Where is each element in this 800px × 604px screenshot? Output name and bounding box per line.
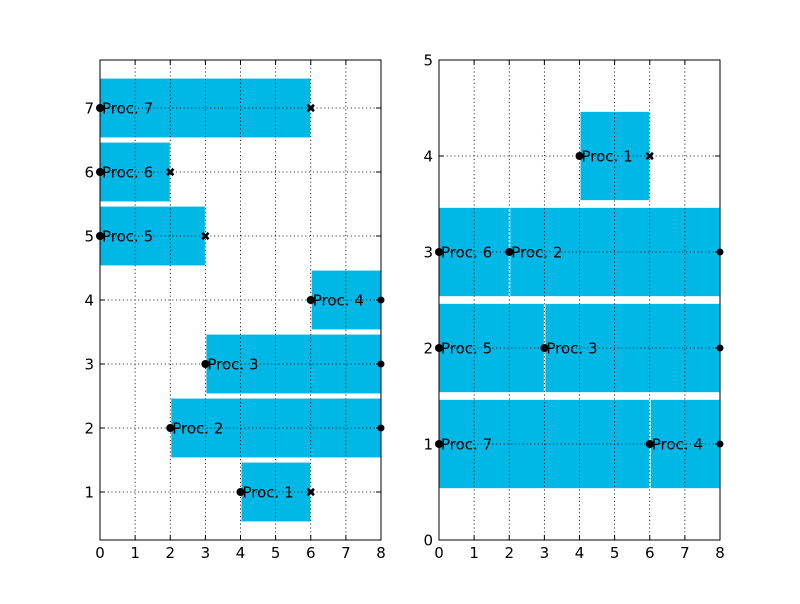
bar-label: Proc. 2 xyxy=(172,420,223,438)
end-marker-dot xyxy=(377,424,385,432)
left-gantt-panel: 0 1 2 3 4 5 6 7 8 1 2 3 4 5 6 7 Proc. 1 Proc. 2 Proc. 3 Pro… xyxy=(84,59,386,562)
start-marker xyxy=(505,248,514,256)
start-marker xyxy=(435,344,443,352)
start-marker xyxy=(201,360,210,368)
y-tick-label: 0 xyxy=(423,532,433,550)
y-tick-label: 4 xyxy=(84,292,94,310)
bar-label: Proc. 5 xyxy=(102,228,153,246)
bar-label: Proc. 1 xyxy=(582,148,633,166)
start-marker xyxy=(645,440,654,448)
bar-label: Proc. 4 xyxy=(652,436,703,454)
end-marker-x xyxy=(201,231,210,241)
x-tick-label: 3 xyxy=(540,544,550,562)
x-tick-label: 3 xyxy=(201,544,211,562)
x-tick-label: 1 xyxy=(469,544,479,562)
y-tick-label: 2 xyxy=(84,420,94,438)
bar-label: Proc. 7 xyxy=(102,100,153,118)
bar-proc-5 xyxy=(439,303,544,393)
start-marker xyxy=(575,152,584,160)
y-tick-label: 6 xyxy=(84,164,94,182)
bar-proc-4 xyxy=(311,270,381,330)
x-tick-label: 8 xyxy=(376,544,386,562)
x-tick-label: 7 xyxy=(680,544,690,562)
y-tick-label: 5 xyxy=(423,52,433,70)
bar-label: Proc. 7 xyxy=(441,436,492,454)
x-tick-label: 6 xyxy=(645,544,655,562)
start-marker xyxy=(96,104,104,112)
x-tick-label: 4 xyxy=(575,544,585,562)
start-marker xyxy=(96,232,104,240)
y-tick-label: 1 xyxy=(423,436,433,454)
start-marker xyxy=(236,488,245,496)
end-marker-x xyxy=(166,167,175,177)
x-tick-label: 1 xyxy=(130,544,140,562)
bar-label: Proc. 5 xyxy=(441,340,492,358)
start-marker xyxy=(435,440,443,448)
x-tick-label: 5 xyxy=(610,544,620,562)
x-tick-label: 5 xyxy=(271,544,281,562)
bar-label: Proc. 2 xyxy=(511,244,562,262)
bar-label: Proc. 4 xyxy=(313,292,364,310)
bar-proc-5 xyxy=(100,206,205,266)
y-tick-label: 5 xyxy=(84,228,94,246)
end-marker-dot xyxy=(716,344,724,352)
bar-label: Proc. 1 xyxy=(243,484,294,502)
end-marker-dot xyxy=(716,440,724,448)
start-marker xyxy=(96,168,104,176)
end-marker-x xyxy=(306,487,315,497)
end-marker-x xyxy=(306,103,315,113)
x-tick-label: 7 xyxy=(341,544,351,562)
bar-label: Proc. 6 xyxy=(102,164,153,182)
end-marker-dot xyxy=(716,248,724,256)
y-tick-label: 7 xyxy=(84,100,94,118)
end-marker-dot xyxy=(377,296,385,304)
bar-label: Proc. 3 xyxy=(546,340,597,358)
x-tick-label: 8 xyxy=(715,544,725,562)
right-gantt-panel: 0 1 2 3 4 5 6 7 8 0 1 2 3 4 5 Proc. 1 Proc. 6 Proc. 2 Proc… xyxy=(423,52,724,563)
x-tick-label: 2 xyxy=(504,544,514,562)
y-tick-label: 4 xyxy=(423,148,433,166)
y-tick-label: 3 xyxy=(84,356,94,374)
x-tick-label: 2 xyxy=(165,544,175,562)
x-tick-label: 0 xyxy=(95,544,105,562)
bar-proc-4 xyxy=(650,399,720,489)
start-marker xyxy=(166,424,175,432)
bar-label: Proc. 6 xyxy=(441,244,492,262)
y-tick-label: 3 xyxy=(423,244,433,262)
x-tick-label: 0 xyxy=(434,544,444,562)
x-tick-label: 6 xyxy=(306,544,316,562)
end-marker-dot xyxy=(377,360,385,368)
y-tick-label: 1 xyxy=(84,484,94,502)
start-marker xyxy=(306,296,315,304)
start-marker xyxy=(540,344,549,352)
x-tick-label: 4 xyxy=(236,544,246,562)
start-marker xyxy=(435,248,443,256)
bar-label: Proc. 3 xyxy=(207,356,258,374)
end-marker-x xyxy=(645,151,654,161)
y-tick-label: 2 xyxy=(423,340,433,358)
